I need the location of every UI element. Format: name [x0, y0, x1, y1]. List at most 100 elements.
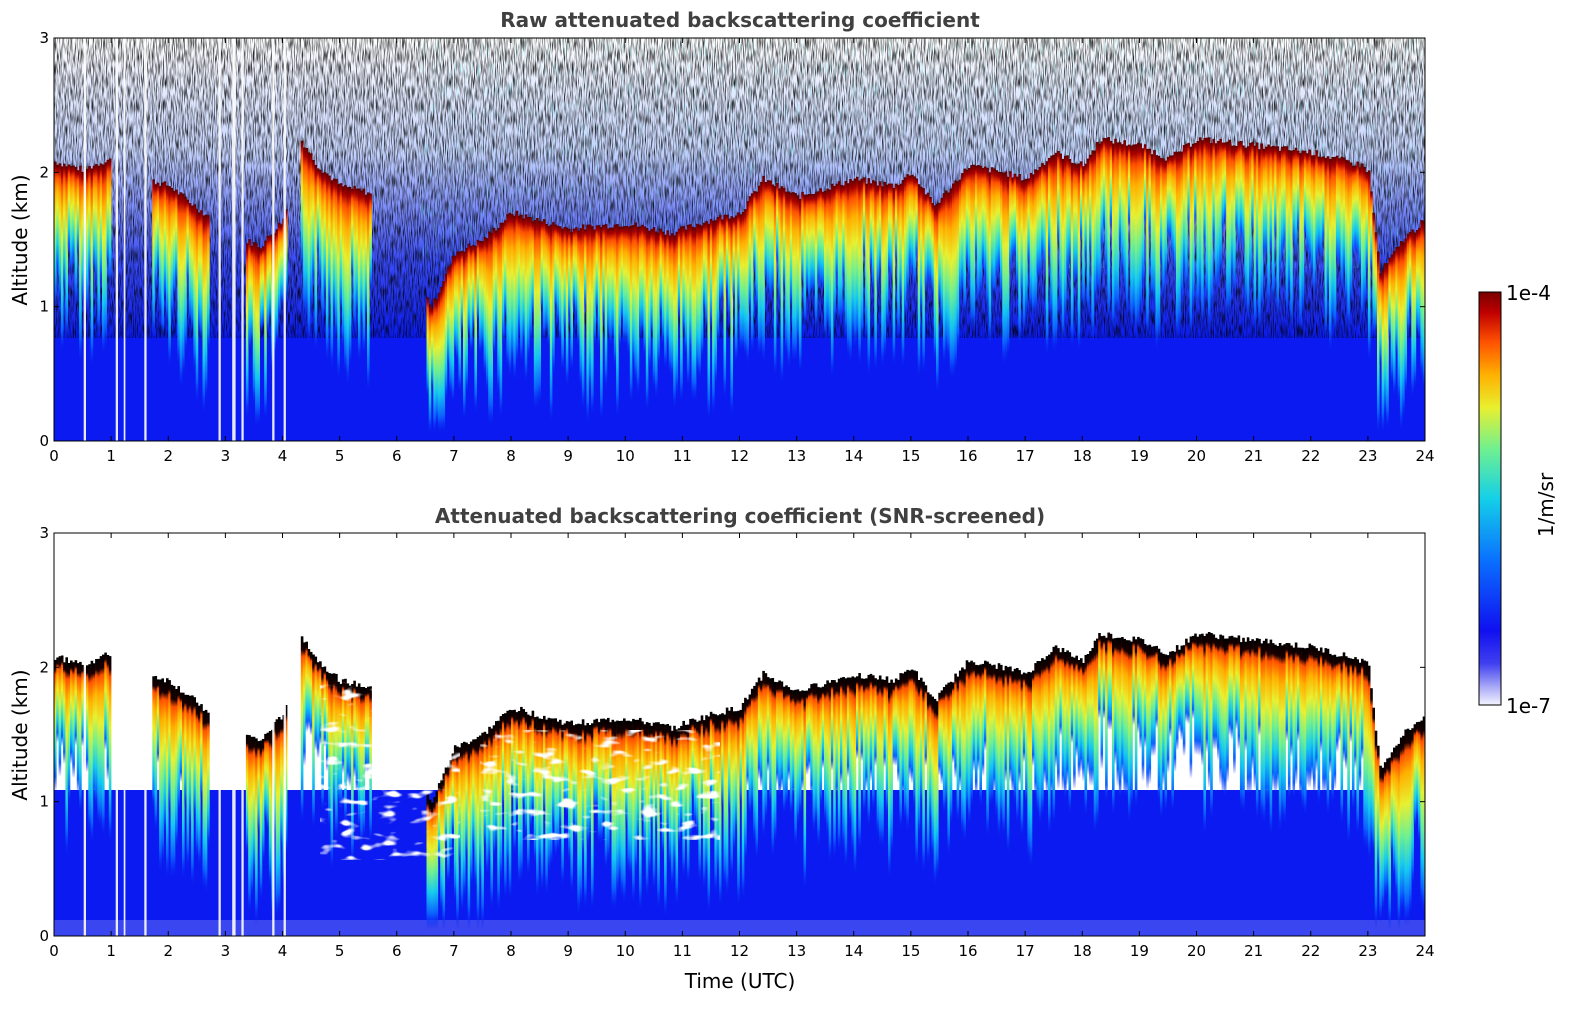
cloud-column — [963, 168, 966, 319]
cloud-column — [707, 223, 711, 423]
cloud-column — [538, 220, 541, 406]
cloud-column — [890, 679, 893, 856]
cloud-column — [1377, 251, 1380, 435]
cloud-column — [938, 692, 941, 776]
cloud-column — [1080, 161, 1083, 243]
cloud-column — [1246, 146, 1250, 325]
cloud-column — [981, 167, 985, 271]
cloud-column — [1169, 155, 1172, 242]
cloud-column — [1303, 648, 1307, 818]
cloud-column — [248, 239, 251, 352]
cloud-column — [766, 677, 770, 773]
cloud-column — [76, 663, 80, 795]
x-tick-label: 9 — [563, 447, 573, 465]
cloud-column — [623, 226, 626, 347]
cloud-column — [1347, 160, 1350, 334]
cloud-column — [1356, 659, 1359, 838]
cloud-column — [1057, 648, 1060, 790]
cloud-column — [924, 685, 928, 766]
cloud-column — [842, 185, 845, 282]
cloud-column — [993, 168, 996, 300]
x-tick-label: 8 — [506, 447, 516, 465]
cloud-column — [193, 204, 196, 374]
cloud-column — [70, 166, 73, 276]
cloud-column — [90, 660, 94, 845]
cloud-column — [1139, 143, 1142, 317]
y-tick-label: 3 — [39, 29, 49, 47]
cloud-column — [433, 797, 436, 930]
cloud-column — [1294, 642, 1298, 785]
cloud-column — [616, 224, 619, 419]
cloud-column — [1379, 765, 1382, 923]
cloud-column — [575, 227, 578, 320]
cloud-column — [874, 678, 877, 767]
cloud-column — [1089, 651, 1092, 786]
cloud-column — [63, 163, 66, 294]
cloud-column — [1125, 640, 1129, 801]
cloud-column — [1091, 648, 1094, 787]
cloud-column — [106, 655, 110, 781]
cloud-column — [993, 664, 996, 793]
cloud-column — [449, 264, 452, 396]
cloud-column — [764, 182, 768, 284]
cloud-column — [97, 165, 100, 340]
cloud-column — [581, 224, 585, 411]
cloud-column — [474, 739, 477, 889]
cloud-column — [307, 649, 311, 731]
cloud-column — [826, 680, 829, 839]
cloud-column — [1237, 141, 1241, 252]
x-tick-label: 15 — [901, 447, 920, 465]
cloud-column — [922, 681, 925, 874]
cloud-column — [874, 181, 877, 374]
cloud-column — [1132, 144, 1136, 325]
cloud-column — [947, 682, 950, 857]
cloud-column — [159, 679, 162, 875]
cloud-column — [885, 184, 889, 330]
cloud-column — [675, 231, 679, 397]
x-tick-label: 7 — [449, 447, 459, 465]
cloud-column — [673, 235, 676, 411]
cloud-column — [892, 682, 896, 766]
cloud-column — [1338, 158, 1341, 266]
cloud-column — [997, 663, 1001, 840]
cloud-column — [1324, 648, 1328, 795]
cloud-column — [1363, 660, 1366, 850]
cloud-column — [1285, 146, 1289, 320]
cloud-column — [739, 709, 743, 806]
cloud-column — [1258, 638, 1261, 736]
cloud-column — [1212, 139, 1216, 246]
cloud-column — [1093, 640, 1097, 836]
cloud-column — [1278, 150, 1282, 278]
cloud-column — [346, 187, 350, 388]
cloud-column — [1365, 172, 1369, 275]
cloud-column — [1061, 648, 1065, 792]
cloud-column — [1399, 737, 1403, 916]
cloud-column — [188, 695, 192, 829]
panel2-screened-speckle-2 — [320, 680, 460, 860]
cloud-column — [746, 699, 749, 787]
cloud-column — [1260, 643, 1264, 821]
cloud-column — [316, 662, 320, 759]
cloud-column — [1370, 191, 1373, 273]
cloud-column — [817, 191, 820, 285]
cloud-column — [794, 689, 797, 848]
cloud-column — [200, 704, 203, 801]
cloud-column — [814, 192, 818, 333]
cloud-column — [1006, 667, 1010, 856]
panel2-data-gaps — [83, 533, 286, 936]
cloud-column — [1340, 656, 1344, 825]
cloud-column — [872, 180, 875, 295]
x-tick-label: 21 — [1244, 447, 1263, 465]
data-gap-line — [272, 533, 275, 936]
cloud-column — [792, 690, 795, 801]
cloud-column — [1194, 633, 1197, 755]
cloud-column — [801, 191, 804, 287]
cloud-column — [1068, 159, 1072, 267]
cloud-column — [74, 167, 78, 307]
data-gap-line — [115, 38, 118, 441]
cloud-column — [851, 180, 855, 341]
cloud-column — [99, 656, 103, 831]
cloud-column — [257, 247, 260, 429]
cloud-column — [1333, 156, 1337, 338]
cloud-column — [1029, 672, 1033, 869]
